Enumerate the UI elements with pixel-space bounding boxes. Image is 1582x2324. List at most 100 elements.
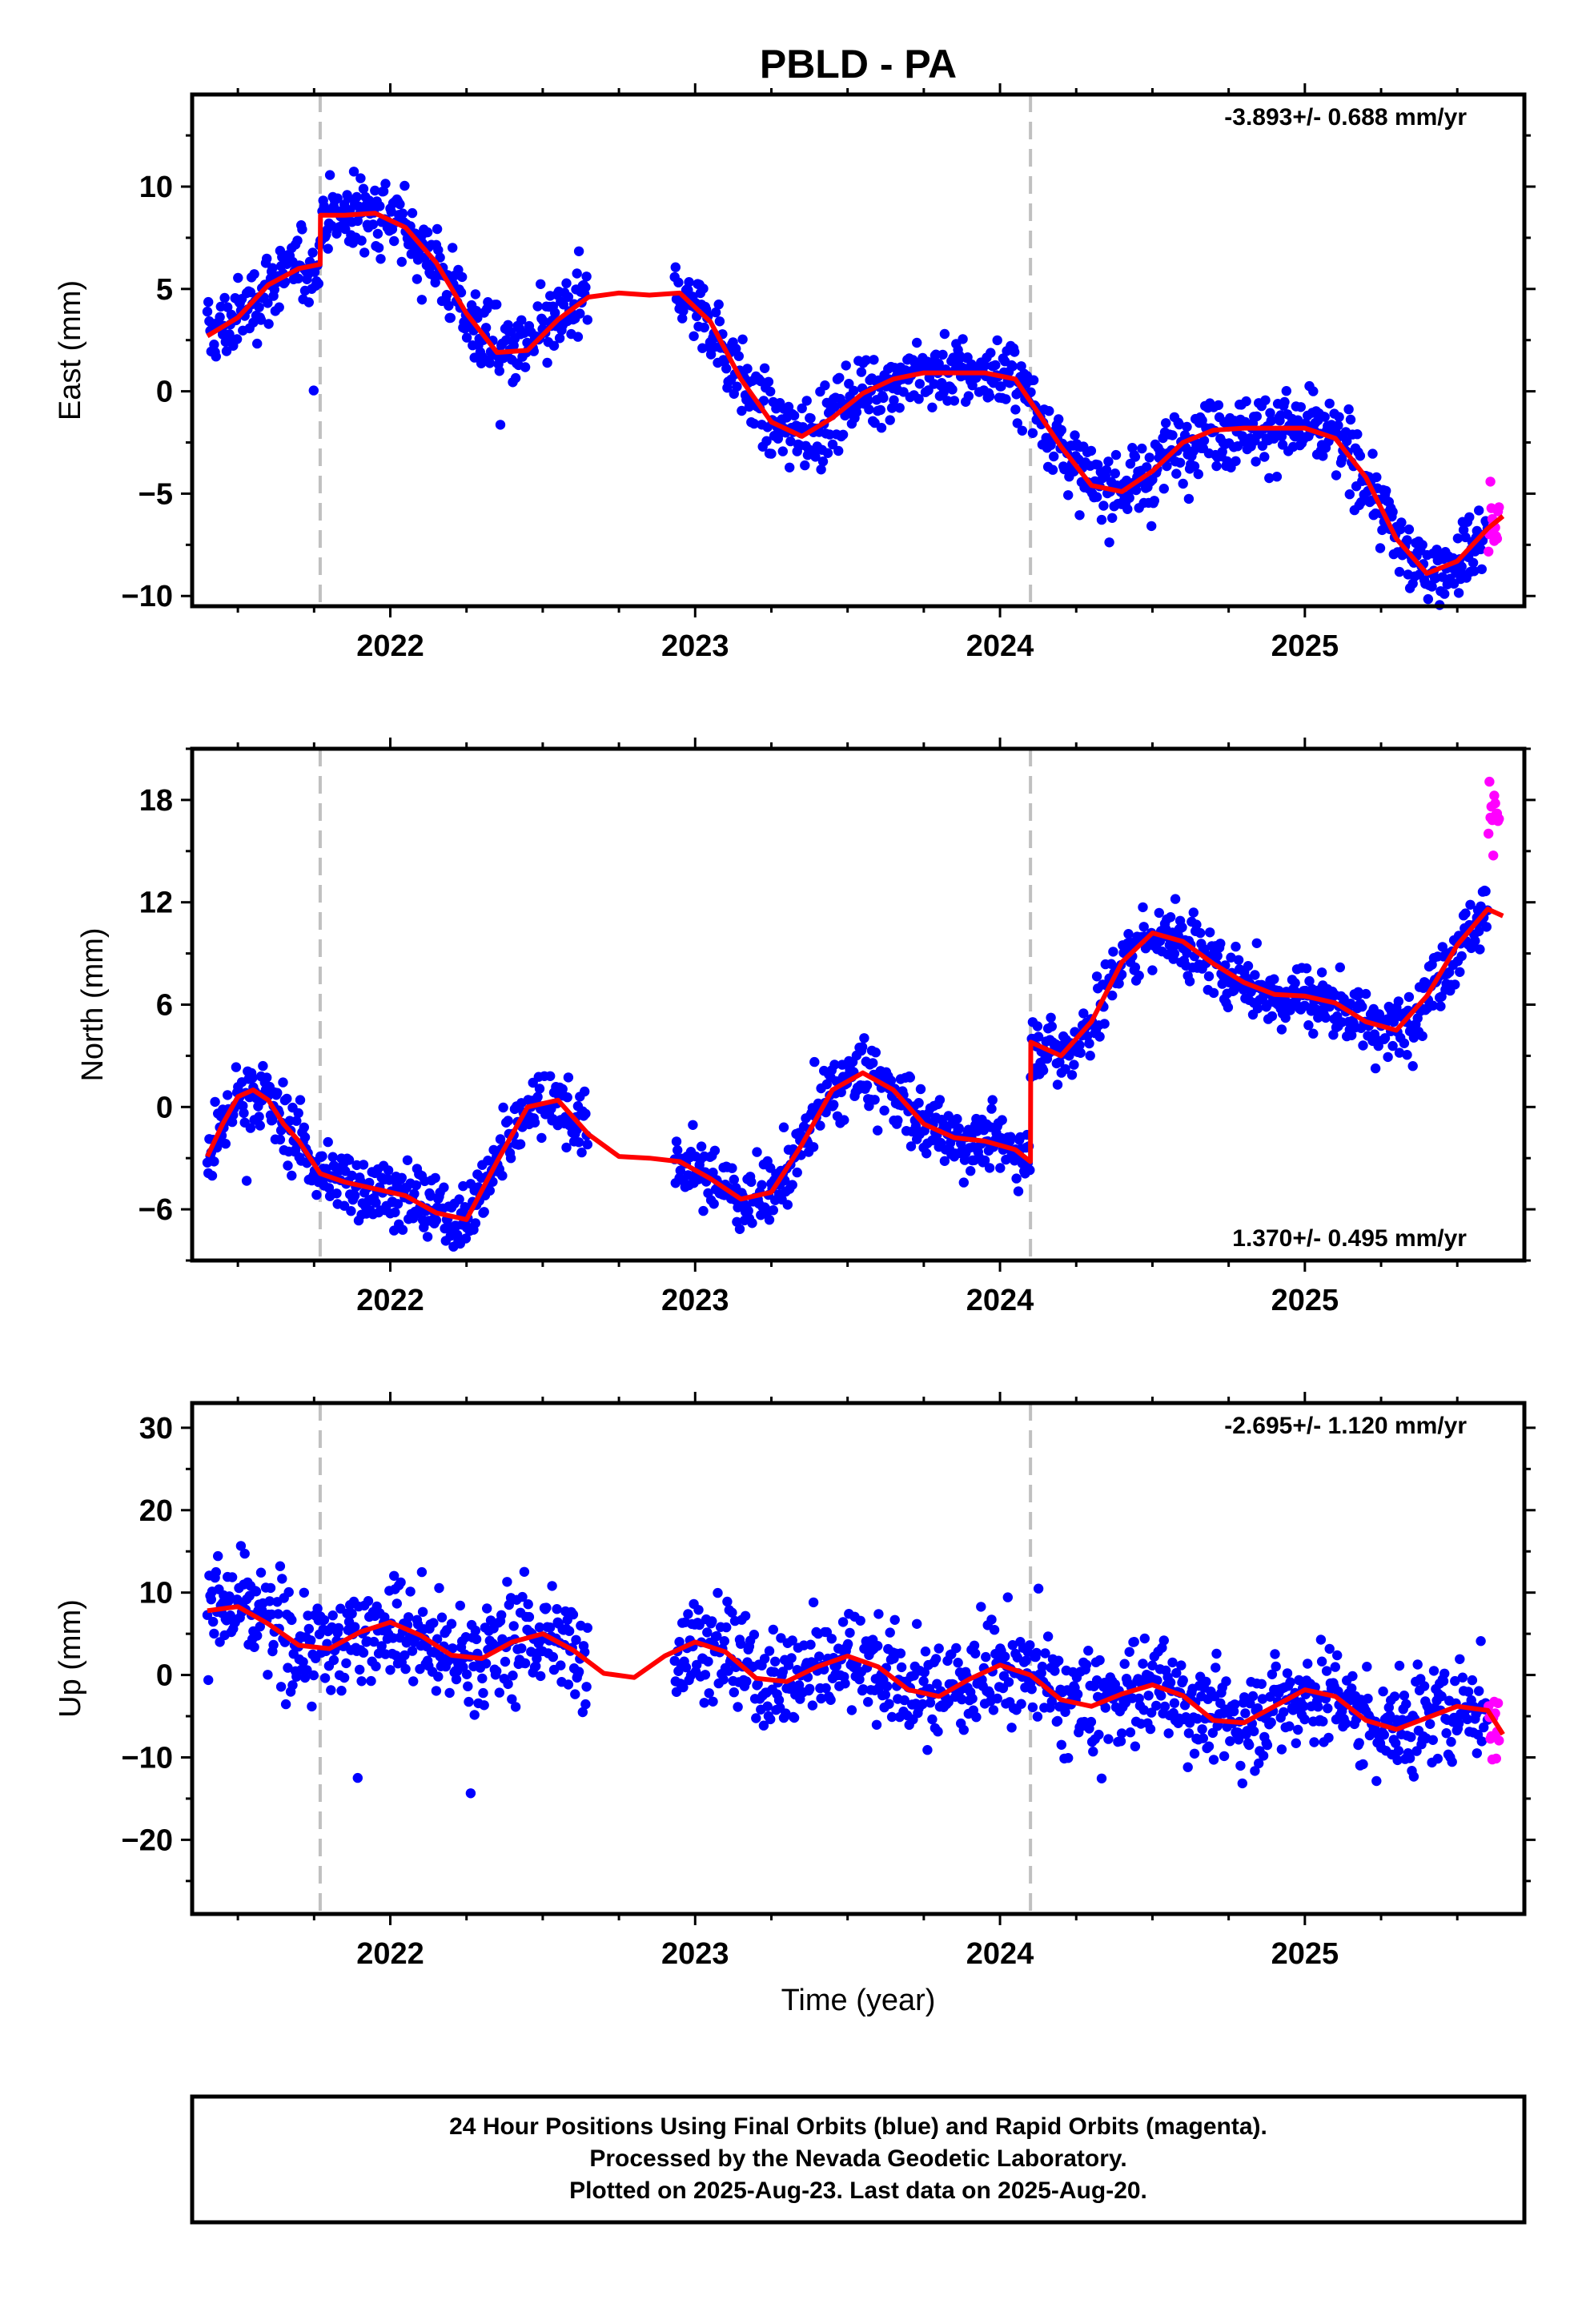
data-point — [805, 1639, 816, 1650]
data-point — [283, 1663, 293, 1673]
data-point — [876, 423, 887, 433]
data-point — [1251, 456, 1261, 467]
data-point — [221, 346, 232, 356]
data-point — [1138, 1659, 1148, 1669]
data-point — [435, 252, 445, 263]
data-point — [368, 1636, 379, 1647]
data-point — [817, 456, 829, 467]
data-point — [764, 1215, 775, 1225]
data-point — [709, 1145, 721, 1156]
data-point — [542, 357, 552, 368]
data-point — [855, 1615, 865, 1626]
data-point — [1017, 425, 1028, 436]
data-point — [1412, 1659, 1423, 1670]
data-point — [273, 1609, 283, 1619]
y-axis-label: Up (mm) — [54, 1599, 87, 1718]
data-point — [861, 1080, 873, 1091]
data-point — [363, 1596, 374, 1606]
data-point — [277, 1574, 287, 1584]
data-point — [1230, 1699, 1240, 1710]
data-point — [1138, 1705, 1149, 1715]
y-tick-label: 20 — [139, 1494, 173, 1528]
data-point — [517, 1591, 528, 1602]
data-point — [986, 1104, 997, 1114]
data-point — [1110, 468, 1121, 479]
x-tick-label: 2023 — [661, 629, 729, 663]
data-point — [1284, 1721, 1295, 1731]
data-point — [536, 1671, 546, 1682]
data-point — [1417, 1031, 1427, 1042]
data-point — [718, 1675, 729, 1685]
data-point — [871, 1719, 882, 1730]
data-point — [383, 1165, 394, 1176]
data-point — [1401, 1699, 1411, 1710]
data-point — [411, 1180, 421, 1191]
data-point — [255, 315, 267, 325]
data-point — [1122, 504, 1133, 514]
data-point — [1393, 996, 1404, 1007]
data-point — [721, 364, 732, 374]
data-point — [249, 269, 259, 279]
data-point — [346, 1206, 356, 1216]
data-point — [1299, 1701, 1309, 1711]
data-point — [1304, 975, 1315, 987]
data-point — [396, 1577, 406, 1588]
data-point — [1140, 943, 1151, 954]
data-point — [262, 253, 272, 264]
data-point — [1197, 415, 1207, 426]
data-point — [912, 1618, 922, 1630]
data-point — [674, 1637, 685, 1647]
data-point — [915, 1084, 926, 1095]
data-point — [1182, 947, 1192, 959]
data-point — [805, 1683, 815, 1694]
data-point — [501, 335, 512, 345]
data-point — [708, 1168, 718, 1178]
data-point — [1099, 1019, 1110, 1029]
data-point — [1108, 947, 1118, 957]
data-point — [792, 1167, 802, 1178]
data-point — [510, 1702, 521, 1712]
data-point — [1474, 926, 1484, 937]
data-point — [863, 1697, 873, 1707]
data-point — [737, 405, 747, 416]
data-point — [1437, 942, 1448, 952]
data-point — [769, 1667, 780, 1677]
data-point — [1419, 1681, 1430, 1691]
data-point — [1439, 589, 1450, 599]
data-point — [1081, 1659, 1092, 1670]
data-point — [1025, 1164, 1035, 1176]
data-point — [1484, 828, 1494, 839]
data-point — [463, 1681, 473, 1691]
data-point — [264, 1596, 275, 1606]
data-point — [1130, 452, 1141, 462]
data-point — [1208, 1755, 1219, 1765]
data-point — [343, 193, 353, 203]
data-point — [1279, 396, 1290, 408]
data-point — [873, 1641, 883, 1651]
data-point — [211, 1566, 221, 1578]
data-point — [392, 1199, 404, 1209]
data-point — [297, 224, 307, 235]
data-point — [508, 1671, 518, 1681]
data-point — [704, 1688, 714, 1699]
data-point — [350, 1190, 360, 1201]
data-point — [1476, 1636, 1486, 1647]
data-point — [319, 1614, 330, 1626]
data-point — [1011, 1173, 1022, 1184]
data-point — [1046, 1021, 1058, 1032]
data-point — [425, 1191, 436, 1201]
data-point — [510, 372, 521, 384]
data-point — [1007, 361, 1018, 372]
data-point — [1450, 1675, 1460, 1687]
data-point — [885, 415, 895, 425]
data-point — [807, 1700, 818, 1711]
data-point — [966, 1166, 976, 1176]
y-tick-label: 5 — [156, 273, 173, 307]
data-point — [1049, 451, 1059, 462]
data-point — [1006, 1723, 1017, 1733]
data-point — [1431, 545, 1442, 555]
data-point — [1308, 386, 1319, 396]
data-point — [727, 1163, 737, 1173]
data-point — [1125, 458, 1136, 469]
data-point — [1379, 1033, 1391, 1043]
